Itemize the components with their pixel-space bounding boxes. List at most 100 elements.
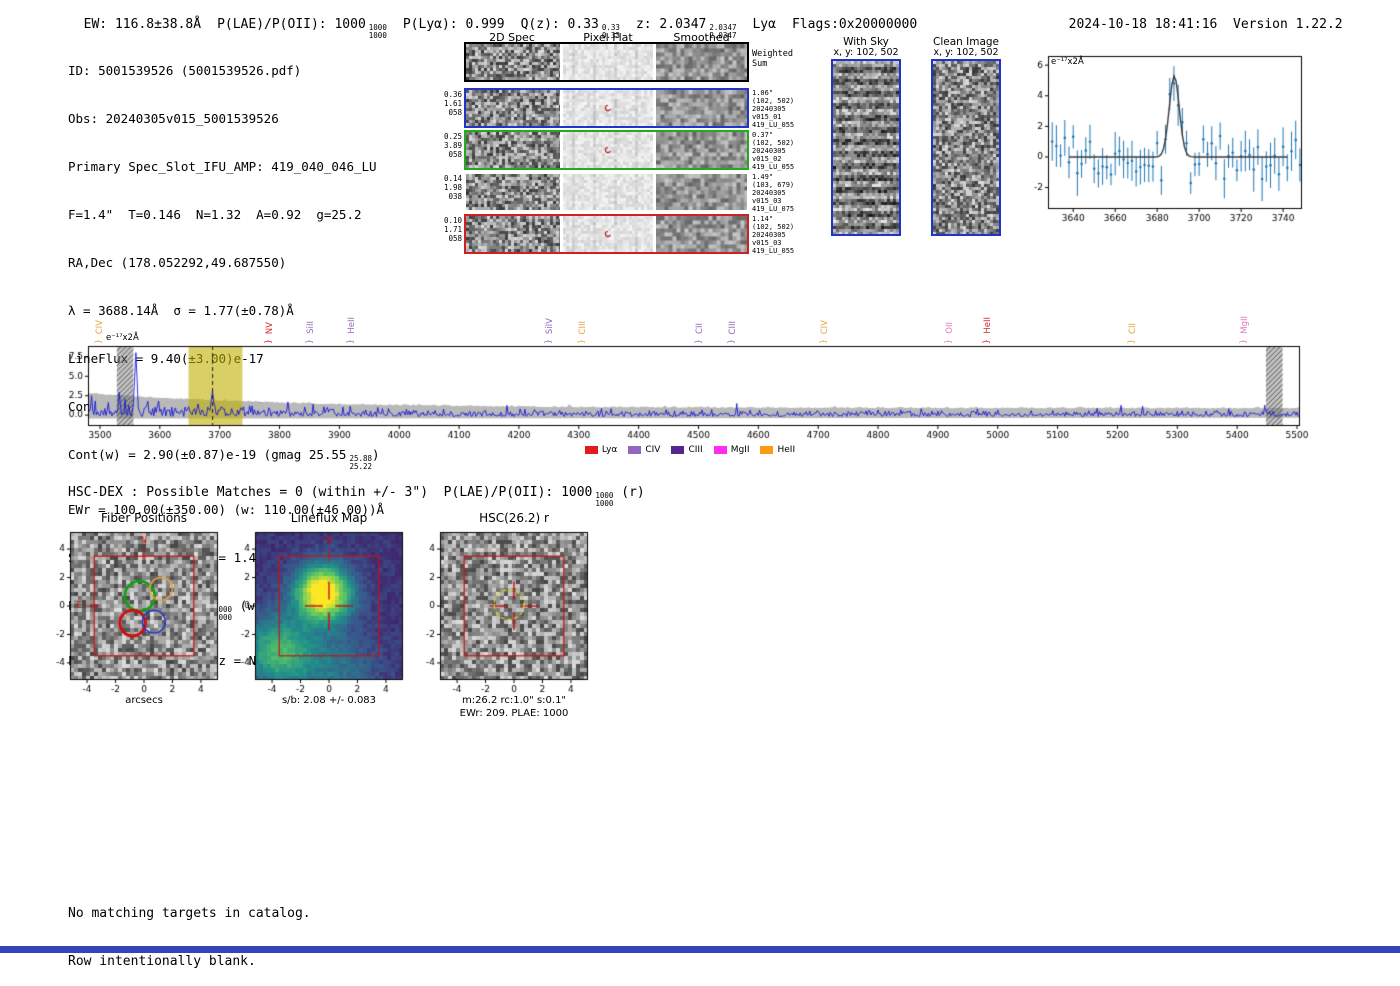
with-sky-xy: x, y: 102, 502 [833, 47, 899, 58]
fiber4-dist: 1.71 [443, 225, 462, 234]
line-id: Lyα [752, 17, 776, 32]
fiber4-sep: 1.14" [752, 215, 774, 223]
z-main: z: 2.0347 [635, 17, 707, 32]
legend-label: CIV [645, 445, 661, 455]
full-spectrum-unit-label: e⁻¹⁷x2Å [106, 333, 139, 343]
fiber1-amp: 419_LU_055 [752, 121, 795, 129]
info-obs: Obs: 20240305v015_5001539526 [68, 111, 279, 126]
legend-label: CIII [688, 445, 703, 455]
fiber2-date: 20240305 [752, 147, 786, 155]
hsc-dex-hi: 1000 [595, 491, 614, 500]
col-header-2d-spec: 2D Spec [489, 31, 535, 44]
legend-swatch [584, 446, 598, 454]
col-header-pixel-flat: Pixel Flat [583, 31, 633, 44]
fiber3-flat-image [563, 174, 653, 210]
hsc-dex-text: HSC-DEX : Possible Matches = 0 (within +… [68, 485, 593, 500]
fiber2-amp: 419_LU_055 [752, 163, 795, 171]
with-sky-title: With Sky [843, 36, 889, 48]
fiber4-2d-image [466, 216, 560, 252]
spacer [1217, 17, 1233, 32]
lineflux-map-title: Lineflux Map [290, 511, 368, 525]
hsc-cutout-plot [410, 524, 600, 710]
fiber4-shot: v015_03 [752, 239, 782, 247]
legend-label: Lyα [601, 445, 618, 455]
fiber-row-1 [464, 88, 749, 128]
lineflux-map-xlabel: s/b: 2.08 +/- 0.083 [281, 695, 377, 706]
fiber2-sep: 0.37" [752, 131, 774, 139]
weighted-sum-label-1: Weighted [752, 49, 793, 59]
fiber4-num: 058 [448, 234, 462, 243]
hsc-cutout-title: HSC(26.2) r [479, 511, 549, 525]
fiber1-shot: v015_01 [752, 113, 782, 121]
plae-poii-value: P(LAE)/P(OII): 1000 1000 1000 [217, 17, 387, 39]
hsc-dex-suffix: (r) [613, 485, 645, 500]
fiber4-date: 20240305 [752, 231, 786, 239]
info-cont-w: Cont(w) = 2.90(±0.87)e-19 (gmag 25.55 25.… [68, 447, 384, 470]
info-seeing: F=1.4" T=0.146 N=1.32 A=0.92 g=25.2 [68, 207, 362, 222]
hsc-dex-match-line: HSC-DEX : Possible Matches = 0 (within +… [68, 485, 645, 507]
fiber2-right-labels: 0.37" (102, 502) 20240305 v015_02 419_LU… [752, 131, 816, 171]
info-lambda-sigma: λ = 3688.14Å σ = 1.77(±0.78)Å [68, 303, 294, 318]
line-marker-label: NV [264, 321, 275, 334]
report-datetime: 2024-10-18 18:41:16 [1068, 17, 1218, 32]
line-marker-label: MgII [1239, 316, 1250, 334]
fiber4-weight: 0.10 [443, 216, 462, 225]
line-marker-label: SiII [306, 321, 317, 334]
line-marker-label: CII [1128, 323, 1138, 334]
weighted-sum-smoothed-image [656, 44, 747, 80]
line-marker-label: CIV [94, 319, 105, 334]
legend-item-mgii: MgII [713, 445, 750, 455]
lineflux-map-plot [225, 524, 415, 710]
fiber2-xy: (102, 502) [752, 139, 795, 147]
weighted-sum-label: Weighted Sum [752, 49, 793, 69]
fiber2-flat-image [563, 132, 653, 168]
cont-w-close: ) [372, 447, 380, 462]
fiber-row-4 [464, 214, 749, 254]
qz-value: Q(z): 0.33 0.33 0.33 [521, 17, 620, 39]
info-primary-spec: Primary Spec_Slot_IFU_AMP: 419_040_046_L… [68, 159, 377, 174]
line-marker-label: CIII [727, 320, 738, 334]
fiber3-weight: 0.14 [443, 174, 462, 183]
fiber2-2d-image [466, 132, 560, 168]
col-header-smoothed: Smoothed [673, 31, 730, 44]
clean-image-xy: x, y: 102, 502 [933, 47, 999, 58]
fiber4-xy: (102, 502) [752, 223, 795, 231]
ew-value: EW: 116.8±38.8Å [83, 17, 202, 32]
info-radec: RA,Dec (178.052292,49.687550) [68, 255, 287, 270]
fiber1-date: 20240305 [752, 105, 786, 113]
fiber2-dist: 3.89 [443, 141, 462, 150]
qz-hi: 0.33 [601, 23, 620, 32]
line-marker-label: SiIV [545, 317, 556, 334]
line-marker-label: OII [944, 322, 955, 334]
weighted-sum-label-2: Sum [752, 58, 768, 69]
line-marker-label: CIV [819, 319, 830, 334]
fiber-positions-plot [40, 524, 230, 710]
fiber3-num: 038 [448, 192, 462, 201]
clean-image [931, 59, 1001, 236]
fiber3-shot: v015_03 [752, 197, 782, 205]
fiber4-amp: 419_LU_055 [752, 247, 795, 255]
plae-lo: 1000 [368, 30, 387, 40]
fiber2-smoothed-image [656, 132, 747, 168]
info-id: ID: 5001539526 (5001539526.pdf) [68, 63, 302, 78]
summary-header: EW: 116.8±38.8Å P(LAE)/P(OII): 1000 1000 10… [68, 2, 933, 39]
fiber4-flat-image [563, 216, 653, 252]
spectrum-legend: Lyα CIV CIII MgII HeII [540, 445, 840, 455]
plae-main: P(LAE)/P(OII): 1000 [217, 17, 366, 32]
fiber1-weight: 0.36 [443, 90, 462, 99]
line-marker-label: CII [694, 323, 705, 334]
clean-image-title: Clean Image [932, 36, 1000, 48]
weighted-sum-flat-image [563, 44, 653, 80]
fiber1-sep: 1.06" [752, 89, 774, 97]
legend-swatch [671, 446, 685, 454]
gmag-range: 25.88 25.22 [349, 455, 372, 470]
z-hi: 2.0347 [709, 23, 737, 32]
fiber3-amp: 419_LU_075 [752, 205, 795, 213]
fiber2-num: 058 [448, 150, 462, 159]
hsc-cutout-ewr-label: EWr: 209. PLAE: 1000 [459, 708, 569, 719]
fiber3-smoothed-image [656, 174, 747, 210]
plae-hi: 1000 [368, 23, 387, 32]
fiber-row-2 [464, 130, 749, 170]
legend-label: MgII [730, 445, 750, 455]
z-lo: 2.0347 [709, 30, 737, 40]
